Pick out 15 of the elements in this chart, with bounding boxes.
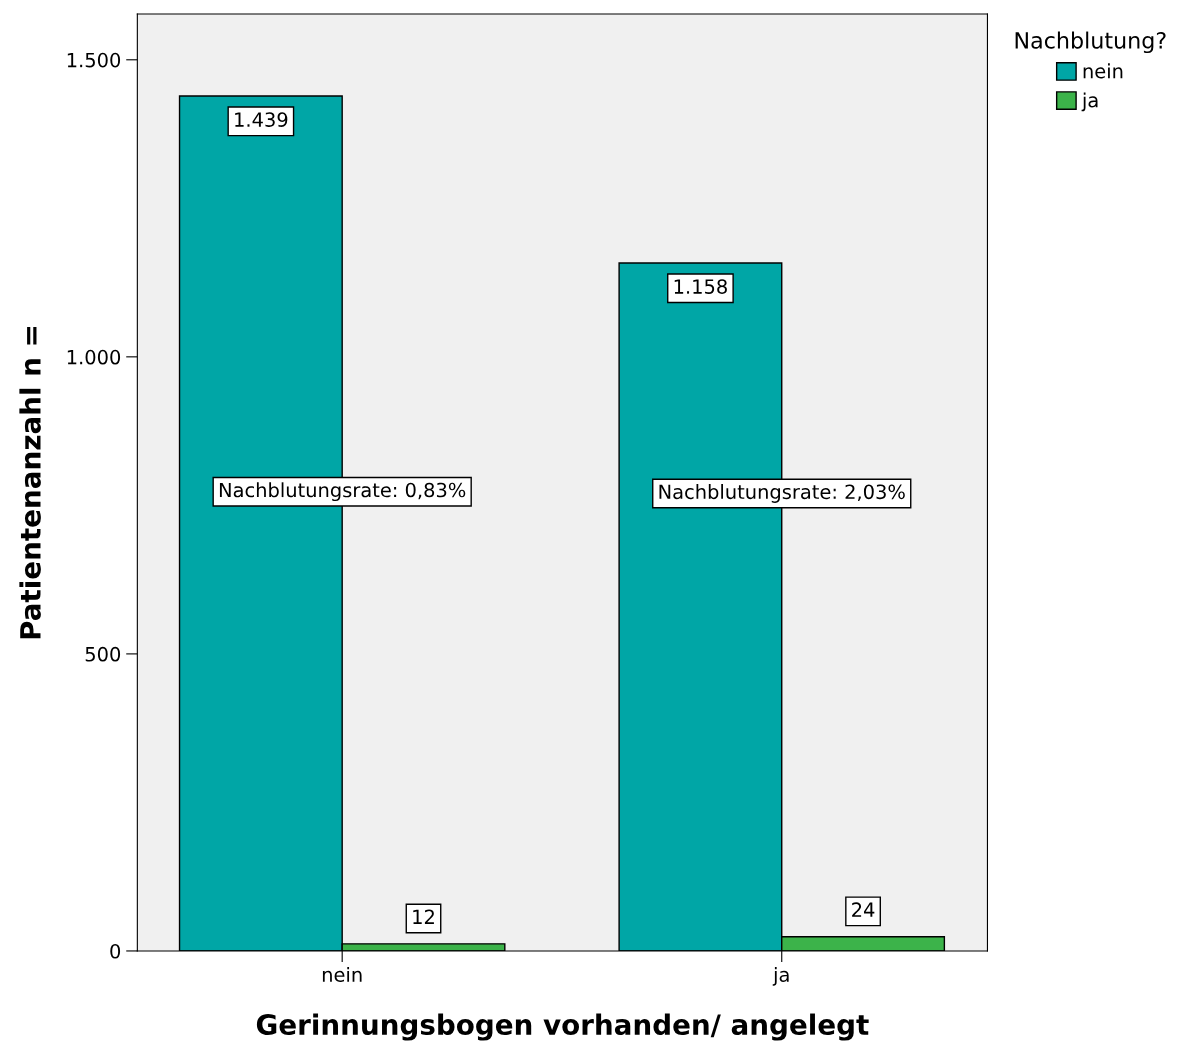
y-tick-label: 0 xyxy=(110,943,121,959)
data-label: 1.439 xyxy=(235,112,288,127)
annotation: Nachblutungsrate: 2,03% xyxy=(659,484,905,503)
y-axis-title: Patientenanzahl n = xyxy=(19,327,41,639)
y-tick-label: 500 xyxy=(85,646,121,662)
y-tick-label: 1.500 xyxy=(67,52,121,68)
x-axis-title: Gerinnungsbogen vorhanden/ angelegt xyxy=(256,1013,869,1041)
legend-title: Nachblutung? xyxy=(1015,31,1166,54)
data-label: 12 xyxy=(413,909,434,924)
legend-label: ja xyxy=(1081,92,1098,112)
data-label: 1.158 xyxy=(674,279,727,294)
annotation: Nachblutungsrate: 0,83% xyxy=(219,482,466,502)
data-label: 24 xyxy=(852,902,875,917)
y-tick-label: 1.000 xyxy=(67,349,121,365)
legend-label: nein xyxy=(1083,63,1123,79)
